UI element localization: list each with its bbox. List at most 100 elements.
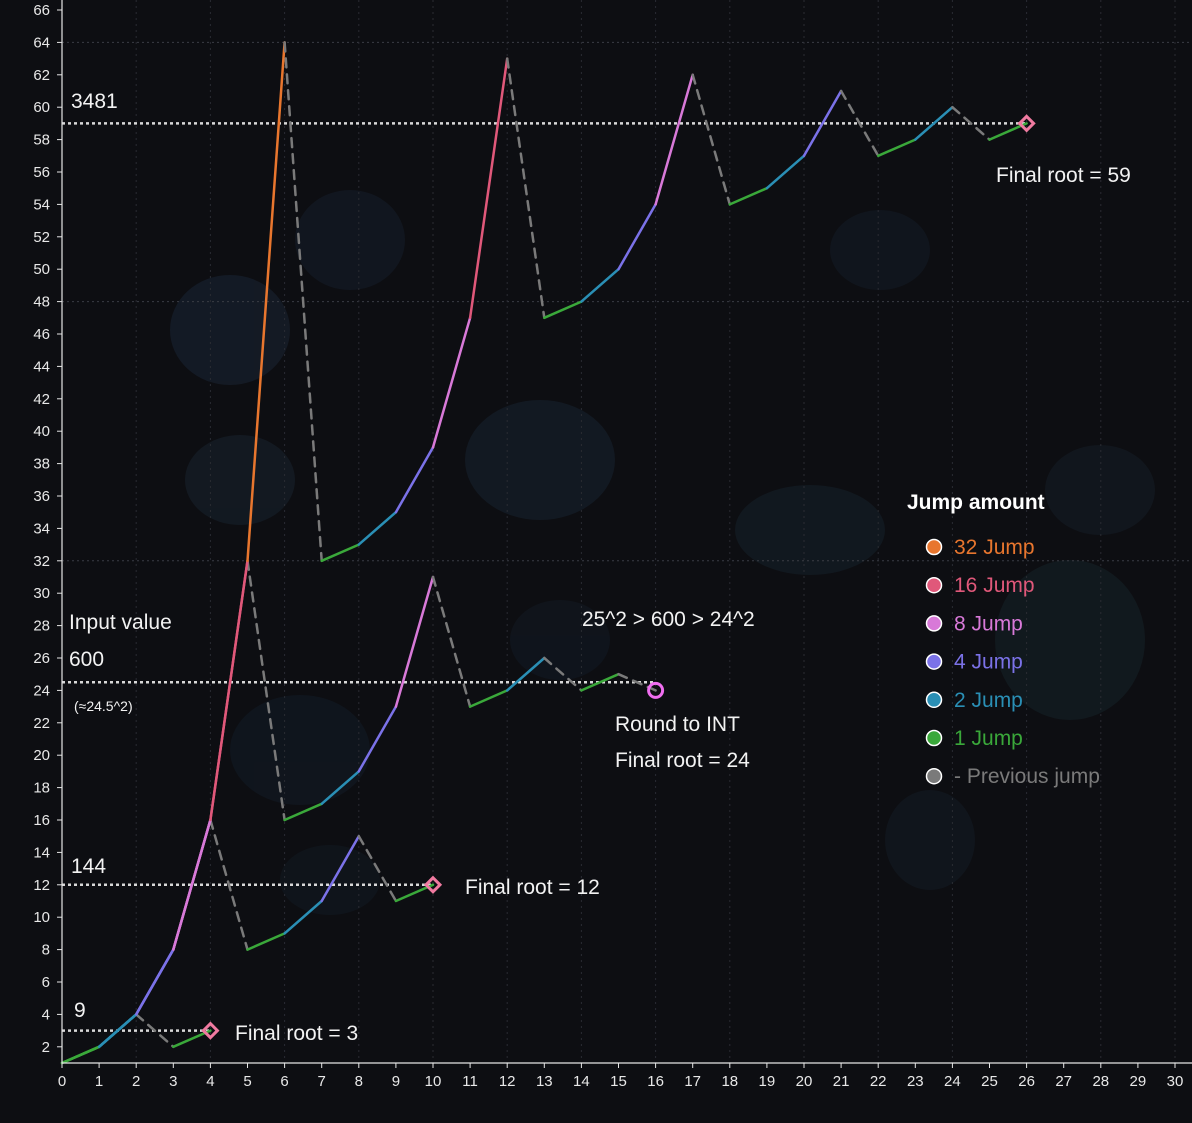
annotation-input-value: Input value (69, 611, 172, 634)
segment-prev (357, 834, 398, 903)
y-tick-label: 30 (33, 585, 50, 602)
grid (62, 0, 1192, 1063)
x-tick-label: 18 (721, 1073, 738, 1090)
x-tick-label: 24 (944, 1073, 961, 1090)
y-tick-label: 12 (33, 877, 50, 894)
y-tick-label: 14 (33, 844, 50, 861)
x-tick-label: 27 (1055, 1073, 1072, 1090)
segment-8 (394, 575, 435, 708)
legend-marker-4 (925, 653, 943, 670)
y-tick-label: 44 (33, 358, 50, 375)
legend-label-prev: - Previous jump (954, 765, 1100, 788)
legend-label-16: 16 Jump (954, 574, 1035, 597)
segment-prev (246, 559, 286, 822)
y-tick-label: 26 (33, 650, 50, 667)
annotation-round: Round to INT (615, 713, 740, 736)
x-tick-label: 20 (796, 1073, 813, 1090)
legend-label-4: 4 Jump (954, 651, 1023, 674)
segment-8 (431, 316, 472, 449)
x-tick-label: 15 (610, 1073, 627, 1090)
legend-marker-2 (925, 691, 943, 709)
x-tick-label: 21 (833, 1073, 850, 1090)
annotation-final-3: Final root = 3 (235, 1022, 358, 1045)
legend-items: 32 Jump 16 Jump 8 Jump 4 Jump 2 Jump 1 Jump - … (925, 536, 1100, 788)
y-tick-label: 8 (42, 942, 50, 959)
x-tick-label: 7 (318, 1073, 326, 1090)
y-tick-label: 50 (33, 261, 50, 278)
segment-4 (357, 705, 398, 773)
x-tick-label: 22 (870, 1073, 887, 1090)
y-tick-label: 36 (33, 488, 50, 505)
y-tick-label: 20 (33, 747, 50, 764)
segment-2 (765, 154, 806, 190)
segment-1 (320, 543, 361, 563)
y-tick-label: 66 (33, 2, 50, 19)
y-tick-label: 2 (42, 1039, 50, 1056)
segment-8 (172, 818, 212, 951)
legend-marker-16 (925, 576, 943, 594)
x-tick-label: 25 (981, 1073, 998, 1090)
y-tick-label: 4 (42, 1006, 50, 1023)
y-tick-label: 56 (33, 164, 50, 181)
y-tick-label: 6 (42, 974, 50, 991)
x-tick-label: 16 (647, 1073, 664, 1090)
x-tick-label: 30 (1167, 1073, 1184, 1090)
x-tick-label: 19 (759, 1073, 776, 1090)
segment-prev (505, 57, 546, 320)
ref-label-600: 600 (69, 648, 104, 671)
y-tick-label: 58 (33, 132, 50, 149)
segment-2 (320, 770, 361, 806)
ref-label-3481: 3481 (71, 90, 118, 113)
segment-1 (543, 300, 583, 320)
x-tick-label: 29 (1130, 1073, 1147, 1090)
segment-prev (209, 818, 249, 951)
segment-16 (468, 57, 509, 320)
y-tick-label: 62 (33, 67, 50, 84)
x-tick-label: 28 (1092, 1073, 1109, 1090)
legend: Jump amount 32 Jump 16 Jump 8 Jump 4 Jump 2 … (907, 491, 1100, 788)
legend-marker-32 (925, 538, 943, 556)
x-tick-label: 10 (425, 1073, 442, 1090)
x-tick-labels: 0 1 2 3 4 5 6 7 8 9 10 11 12 13 14 15 16 17 18 19 20 21 22 23 24… (58, 1073, 1184, 1090)
final-marker-diamond (1017, 114, 1036, 133)
x-tick-label: 9 (392, 1073, 400, 1090)
segment-prev (134, 1013, 175, 1049)
jump-segments (60, 41, 1028, 1065)
x-tick-label: 17 (684, 1073, 701, 1090)
y-tick-label: 42 (33, 391, 50, 408)
x-tick-label: 3 (169, 1073, 177, 1090)
y-tick-label: 16 (33, 812, 50, 829)
y-tick-labels: 2468101214161820222426283032343638404244… (33, 2, 50, 1056)
y-tick-label: 32 (33, 553, 50, 570)
x-tick-label: 5 (243, 1073, 251, 1090)
x-tick-label: 13 (536, 1073, 553, 1090)
y-tick-label: 48 (33, 294, 50, 311)
x-tick-label: 2 (132, 1073, 140, 1090)
y-tick-label: 52 (33, 229, 50, 246)
segment-1 (580, 672, 620, 692)
y-tick-label: 24 (33, 682, 50, 699)
segment-1 (246, 932, 286, 951)
ref-label-9: 9 (74, 999, 86, 1022)
y-tick-label: 22 (33, 715, 50, 732)
segment-1 (283, 802, 323, 822)
segment-4 (617, 203, 657, 271)
segment-2 (505, 656, 546, 692)
y-tick-label: 34 (33, 520, 50, 537)
segment-1 (468, 689, 509, 708)
annotation-approx: (≈24.5^2) (74, 698, 133, 714)
segment-2 (357, 510, 398, 546)
x-tick-label: 14 (573, 1073, 590, 1090)
y-tick-label: 64 (33, 34, 50, 51)
legend-label-2: 2 Jump (954, 689, 1023, 712)
background-decoration (170, 190, 1155, 915)
legend-marker-8 (925, 615, 943, 632)
x-tick-label: 0 (58, 1073, 66, 1090)
segment-1 (60, 1045, 101, 1065)
y-tick-label: 38 (33, 456, 50, 473)
final-marker-circle (647, 681, 665, 699)
segment-1 (728, 186, 769, 206)
annotation-final-24: Final root = 24 (615, 749, 750, 772)
segment-4 (134, 948, 175, 1016)
